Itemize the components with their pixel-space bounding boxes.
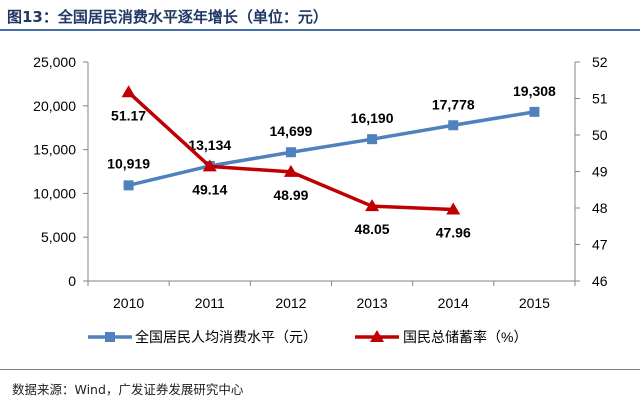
x-tick-label: 2015 (519, 295, 550, 311)
savings-point (283, 164, 298, 177)
source-rule (0, 369, 640, 370)
right-tick-label: 51 (592, 91, 608, 107)
consumption-data-label: 17,778 (432, 96, 475, 112)
left-tick-label: 15,000 (33, 142, 76, 158)
right-tick-label: 49 (592, 164, 608, 180)
x-tick-label: 2011 (195, 295, 225, 311)
legend-savings-marker (370, 330, 384, 342)
chart: 0 5,000 10,000 15,000 20,000 25,000 46 47 48 49 50… (33, 54, 608, 345)
consumption-data-label: 16,190 (351, 110, 394, 126)
left-tick-label: 5,000 (41, 229, 76, 245)
x-tick-label: 2010 (113, 295, 144, 311)
consumption-data-label: 10,919 (107, 155, 150, 171)
left-tick-label: 25,000 (33, 54, 76, 70)
x-tick-label: 2014 (438, 295, 469, 311)
savings-point (202, 159, 217, 172)
savings-point (446, 202, 461, 215)
legend-savings-label: 国民总储蓄率（%） (403, 329, 527, 345)
consumption-data-label: 13,134 (188, 137, 231, 153)
figure-title: 图13：全国居民消费水平逐年增长（单位：元） (7, 8, 328, 26)
savings-data-label: 47.96 (436, 224, 471, 240)
savings-data-label: 48.05 (355, 221, 390, 237)
legend-consumption-label: 全国居民人均消费水平（元） (135, 329, 317, 345)
consumption-point (123, 180, 134, 191)
right-tick-label: 50 (592, 127, 608, 143)
consumption-point (285, 147, 296, 158)
savings-data-label: 49.14 (192, 181, 227, 197)
savings-point (121, 85, 136, 98)
right-tick-label: 48 (592, 200, 608, 216)
consumption-data-label: 19,308 (513, 83, 556, 99)
left-tick-label: 0 (68, 273, 76, 289)
consumption-point (529, 106, 540, 117)
legend-consumption-marker (105, 332, 115, 342)
savings-point (365, 199, 380, 212)
consumption-point (448, 120, 459, 131)
right-tick-label: 52 (592, 54, 608, 70)
consumption-point (367, 134, 378, 145)
savings-data-label: 48.99 (273, 187, 308, 203)
left-tick-label: 10,000 (33, 185, 76, 201)
left-tick-label: 20,000 (33, 98, 76, 114)
consumption-line (128, 110, 535, 188)
right-tick-label: 46 (592, 273, 608, 289)
title-rule (0, 29, 640, 31)
x-tick-label: 2012 (275, 295, 306, 311)
consumption-data-label: 14,699 (270, 123, 313, 139)
savings-data-label: 51.17 (111, 107, 146, 123)
source-note: 数据来源：Wind，广发证券发展研究中心 (12, 382, 244, 397)
x-tick-label: 2013 (357, 295, 388, 311)
right-tick-label: 47 (592, 237, 608, 253)
